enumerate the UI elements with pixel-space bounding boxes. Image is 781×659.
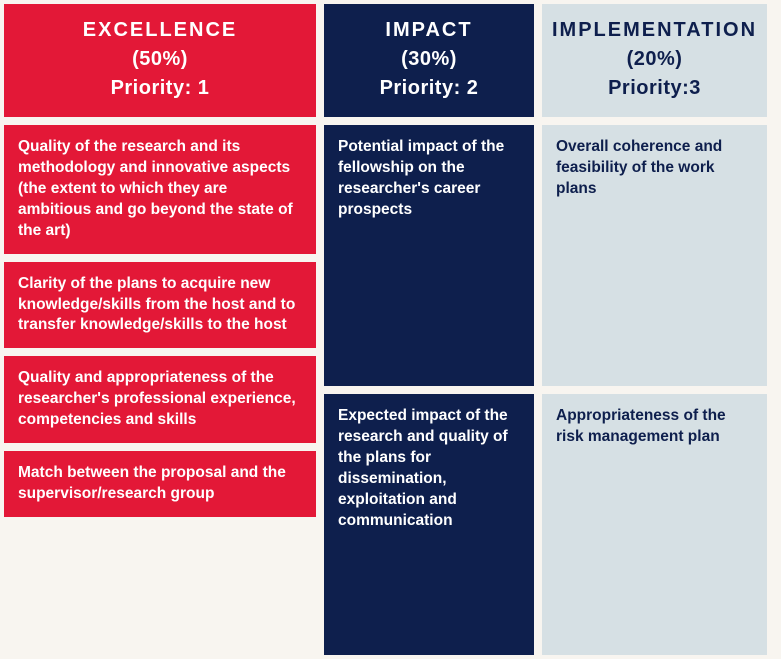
column-impact: IMPACT (30%) Priority: 2 Potential impac… bbox=[324, 4, 534, 655]
implementation-items: Overall coherence and feasibility of the… bbox=[542, 125, 767, 655]
excellence-item: Quality of the research and its methodol… bbox=[4, 125, 316, 254]
excellence-item: Clarity of the plans to acquire new know… bbox=[4, 262, 316, 349]
implementation-item: Appropriateness of the risk management p… bbox=[542, 394, 767, 655]
header-title: IMPACT bbox=[332, 16, 526, 45]
excellence-items: Quality of the research and its methodol… bbox=[4, 125, 316, 655]
impact-item: Potential impact of the fellowship on th… bbox=[324, 125, 534, 386]
header-weight: (50%) bbox=[12, 45, 308, 74]
impact-items: Potential impact of the fellowship on th… bbox=[324, 125, 534, 655]
header-title: IMPLEMENTATION bbox=[550, 16, 759, 45]
column-excellence: EXCELLENCE (50%) Priority: 1 Quality of … bbox=[4, 4, 316, 655]
column-implementation: IMPLEMENTATION (20%) Priority:3 Overall … bbox=[542, 4, 767, 655]
excellence-item: Quality and appropriateness of the resea… bbox=[4, 356, 316, 443]
header-excellence: EXCELLENCE (50%) Priority: 1 bbox=[4, 4, 316, 117]
header-title: EXCELLENCE bbox=[12, 16, 308, 45]
header-weight: (30%) bbox=[332, 45, 526, 74]
header-implementation: IMPLEMENTATION (20%) Priority:3 bbox=[542, 4, 767, 117]
implementation-item: Overall coherence and feasibility of the… bbox=[542, 125, 767, 386]
impact-item: Expected impact of the research and qual… bbox=[324, 394, 534, 655]
excellence-item: Match between the proposal and the super… bbox=[4, 451, 316, 517]
header-impact: IMPACT (30%) Priority: 2 bbox=[324, 4, 534, 117]
header-priority: Priority: 2 bbox=[332, 74, 526, 103]
header-priority: Priority: 1 bbox=[12, 74, 308, 103]
header-weight: (20%) bbox=[550, 45, 759, 74]
header-priority: Priority:3 bbox=[550, 74, 759, 103]
